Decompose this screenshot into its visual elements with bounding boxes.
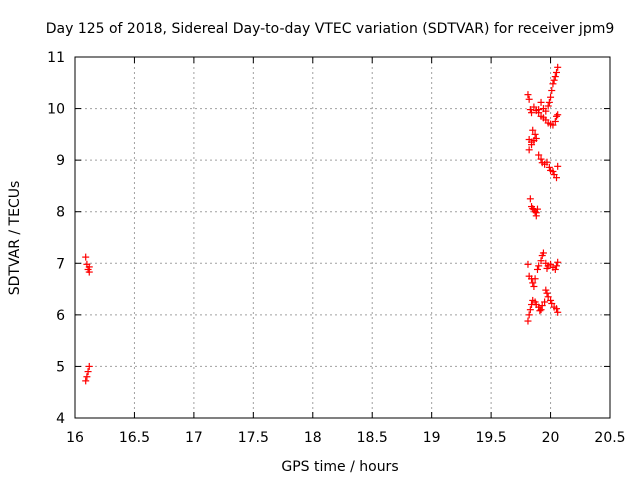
data-point <box>537 306 545 314</box>
data-point <box>551 117 559 125</box>
data-point <box>544 102 552 110</box>
data-point <box>537 155 545 163</box>
data-point <box>525 95 533 103</box>
x-tick-label: 18.5 <box>357 430 388 446</box>
x-tick-label: 17 <box>185 430 203 446</box>
data-point <box>554 63 562 71</box>
x-tick-label: 19.5 <box>476 430 507 446</box>
data-point <box>548 87 556 95</box>
data-point <box>554 258 562 266</box>
y-tick-label: 11 <box>47 50 65 66</box>
y-tick-labels: 4 5 6 7 8 9 10 11 <box>47 50 65 427</box>
data-point <box>526 195 534 203</box>
data-point <box>524 317 532 325</box>
y-tick-label: 10 <box>47 102 65 118</box>
data-point <box>85 362 93 370</box>
data-point <box>538 302 546 310</box>
data-point <box>525 311 533 319</box>
data-point <box>529 126 537 134</box>
y-tick-label: 9 <box>56 153 65 169</box>
x-tick-label: 20 <box>542 430 560 446</box>
data-point <box>524 91 532 99</box>
data-point <box>551 265 559 273</box>
data-point <box>531 130 539 138</box>
data-point <box>547 93 555 101</box>
x-tick-label: 16 <box>66 430 84 446</box>
data-point <box>528 109 536 117</box>
data-point <box>82 377 90 385</box>
y-tick-label: 7 <box>56 256 65 272</box>
y-tick-label: 6 <box>56 308 65 324</box>
x-tick-label: 17.5 <box>238 430 269 446</box>
data-point <box>525 146 533 154</box>
x-tick-labels: 16 16.5 17 17.5 18 18.5 19 19.5 20 20.5 <box>66 430 626 446</box>
data-point <box>537 257 545 265</box>
data-point <box>530 103 538 111</box>
data-point <box>544 293 552 301</box>
data-point <box>541 298 549 306</box>
data-point <box>537 98 545 106</box>
data-point <box>554 111 562 119</box>
data-point <box>553 112 560 120</box>
y-axis-label: SDTVAR / TECUs <box>7 181 23 296</box>
data-point <box>554 162 562 170</box>
axis-ticks <box>74 56 611 419</box>
data-point <box>532 134 540 142</box>
data-point <box>83 373 91 381</box>
data-point <box>551 73 559 81</box>
data-point <box>529 279 537 287</box>
data-point <box>545 98 553 106</box>
data-point <box>554 308 562 316</box>
data-point <box>535 151 543 159</box>
x-axis-label: GPS time / hours <box>281 459 398 475</box>
x-tick-label: 18 <box>304 430 322 446</box>
data-point <box>82 253 90 261</box>
data-point <box>85 263 93 271</box>
data-point <box>553 262 560 270</box>
data-point <box>84 368 92 376</box>
data-point <box>553 305 560 313</box>
data-point <box>524 260 532 268</box>
data-point <box>536 307 544 315</box>
data-point <box>531 275 539 283</box>
grid-lines <box>75 57 610 418</box>
data-point <box>533 205 541 213</box>
chart-title: Day 125 of 2018, Sidereal Day-to-day VTE… <box>46 21 615 37</box>
data-point <box>535 262 543 270</box>
data-point <box>539 249 547 257</box>
data-point <box>549 121 557 129</box>
data-point <box>543 158 551 166</box>
data-point <box>543 289 551 297</box>
data-point <box>548 300 556 308</box>
y-tick-label: 8 <box>56 205 65 221</box>
x-tick-label: 20.5 <box>594 430 625 446</box>
plot-frame <box>74 56 611 419</box>
y-tick-label: 5 <box>56 359 65 375</box>
data-point <box>549 80 557 88</box>
data-point <box>553 174 560 182</box>
data-point <box>542 107 550 115</box>
data-point <box>553 68 560 76</box>
data-point <box>530 282 538 290</box>
data-point <box>545 163 553 171</box>
data-point <box>542 286 550 294</box>
x-tick-label: 16.5 <box>119 430 150 446</box>
data-points <box>82 63 562 385</box>
y-tick-label: 4 <box>56 411 65 427</box>
data-point <box>549 167 557 175</box>
data-point <box>550 76 558 84</box>
data-point <box>535 109 543 117</box>
data-point <box>526 106 534 114</box>
data-point <box>526 306 534 314</box>
x-tick-label: 19 <box>423 430 441 446</box>
data-point <box>528 141 536 149</box>
data-point <box>532 212 540 220</box>
data-point <box>533 265 541 273</box>
data-point <box>547 296 555 304</box>
